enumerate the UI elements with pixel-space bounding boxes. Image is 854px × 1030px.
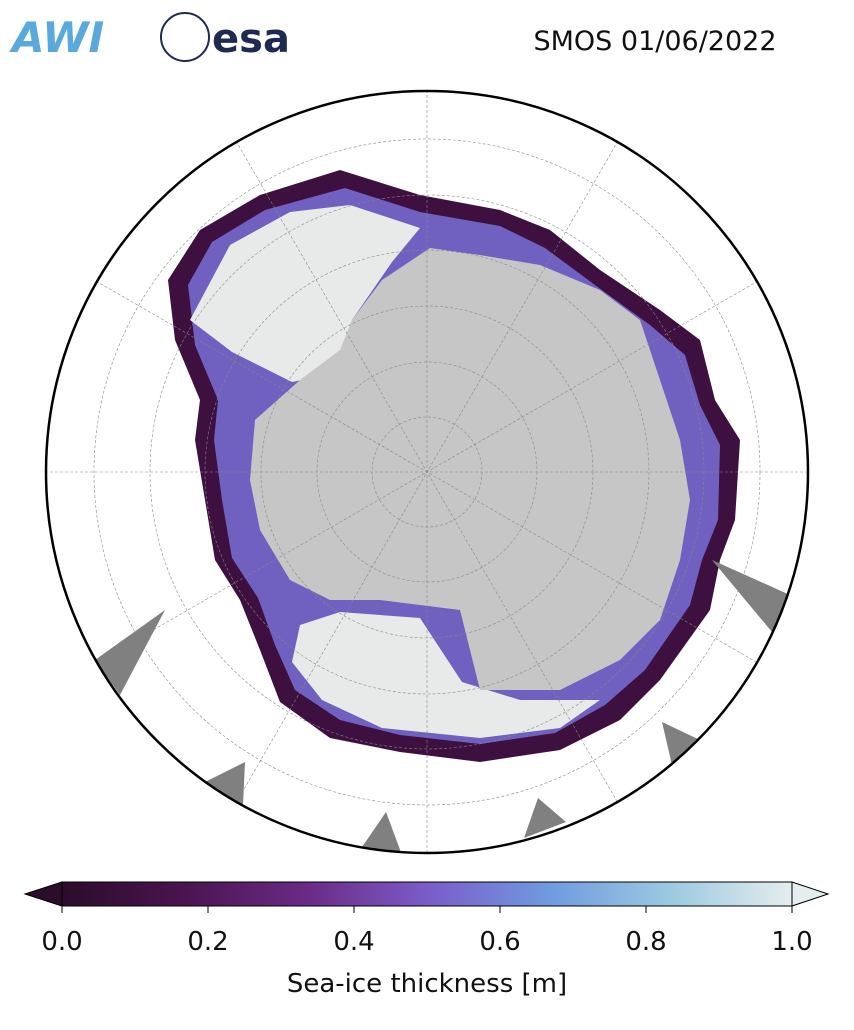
graticule (46, 91, 808, 853)
colorbar-scale (61, 881, 793, 907)
ross-ice (292, 612, 600, 738)
tick-label: 1.0 (771, 927, 812, 957)
tick-label: 0.0 (41, 927, 82, 957)
tick-label: 0.4 (333, 927, 374, 957)
colorbar-label: Sea-ice thickness [m] (287, 969, 567, 999)
missing-data (360, 812, 402, 853)
esa-mark (160, 12, 210, 62)
missing-data (95, 610, 165, 695)
logos: AWI esa (9, 12, 290, 62)
esa-logo: esa (212, 16, 290, 62)
tick-label: 0.2 (187, 927, 228, 957)
missing-data (662, 722, 700, 765)
tick-label: 0.8 (625, 927, 666, 957)
colorbar-extend-high (791, 881, 830, 907)
colorbar: Sea-ice thickness [m] 0.0 0.2 0.4 0.6 0.8 1.0 (23, 881, 830, 999)
weddell-ice (190, 205, 420, 382)
map-title: SMOS 01/06/2022 (533, 26, 776, 57)
awi-logo: AWI (9, 13, 104, 62)
tick-label: 0.6 (479, 927, 520, 957)
colorbar-extend-low (23, 881, 63, 907)
map-boundary (44, 89, 810, 855)
map (46, 91, 808, 853)
missing-data (524, 798, 566, 838)
antarctica (250, 248, 690, 690)
missing-data (205, 762, 245, 805)
missing-data (712, 560, 790, 632)
